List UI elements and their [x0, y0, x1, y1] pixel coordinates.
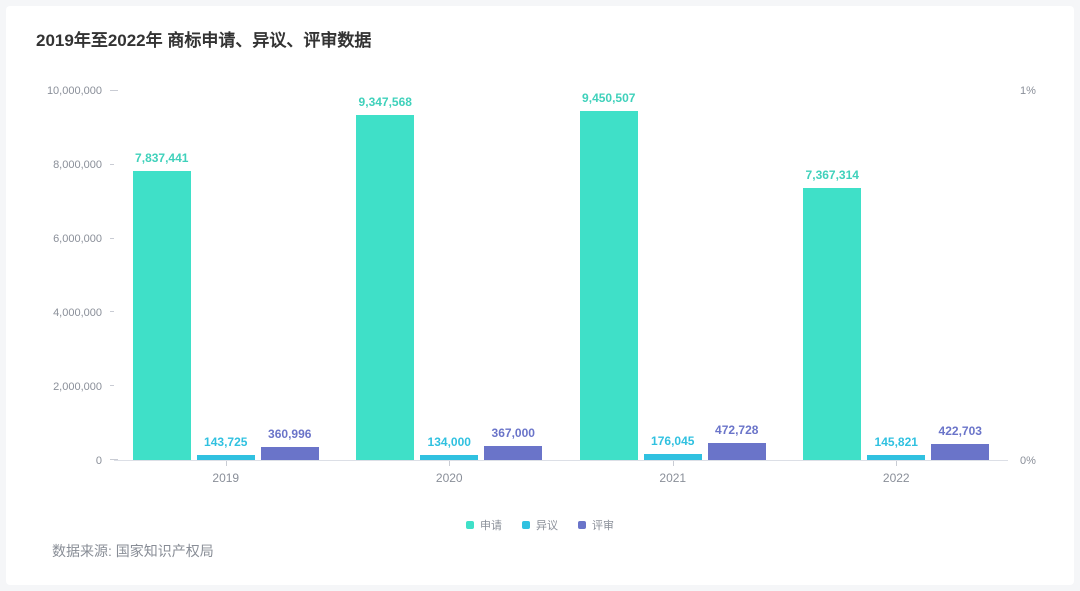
legend-item: 评审: [578, 517, 614, 533]
x-tick: 2020: [338, 461, 562, 511]
bar-value-label: 145,821: [875, 435, 918, 455]
chart-title: 2019年至2022年 商标申请、异议、评审数据: [36, 26, 1044, 51]
bar: 360,996: [261, 447, 319, 460]
legend-swatch: [466, 521, 474, 529]
bar: 9,347,568: [356, 115, 414, 460]
bar-group: 9,450,507 176,045 472,728: [561, 91, 785, 460]
y-tick-left: 6,000,000: [53, 233, 102, 245]
tickmark: [114, 459, 118, 460]
x-axis: 2019202020212022: [114, 461, 1008, 511]
bar: 472,728: [708, 443, 766, 460]
source-label: 数据来源: 国家知识产权局: [52, 541, 214, 561]
legend: 申请 异议 评审: [36, 517, 1044, 533]
y-tick-left: 8,000,000: [53, 159, 102, 171]
y-tick-right: 0%: [1020, 455, 1036, 467]
y-axis-left: 02,000,0004,000,0006,000,0008,000,00010,…: [36, 91, 108, 461]
legend-swatch: [578, 521, 586, 529]
bar-value-label: 143,725: [204, 435, 247, 455]
bar-value-label: 9,450,507: [582, 91, 635, 111]
y-tick-left: 4,000,000: [53, 307, 102, 319]
y-tick-left: 10,000,000: [47, 85, 102, 97]
bar: 7,837,441: [133, 171, 191, 460]
bar-group: 7,837,441 143,725 360,996: [114, 91, 338, 460]
bar-groups: 7,837,441 143,725 360,996 9,347,568 134,000 3…: [114, 91, 1008, 460]
tickmark: [110, 238, 114, 239]
chart-area: 02,000,0004,000,0006,000,0008,000,00010,…: [36, 91, 1044, 511]
legend-label: 申请: [480, 517, 502, 533]
bar: 143,725: [197, 455, 255, 460]
bar: 145,821: [867, 455, 925, 460]
x-tick: 2019: [114, 461, 338, 511]
bar-value-label: 367,000: [492, 426, 535, 446]
bar: 367,000: [484, 446, 542, 460]
bar-value-label: 7,367,314: [806, 168, 859, 188]
bar-value-label: 422,703: [939, 424, 982, 444]
bar-value-label: 176,045: [651, 434, 694, 454]
bar: 7,367,314: [803, 188, 861, 460]
y-tick-left: 0: [96, 455, 102, 467]
tickmark: [110, 164, 114, 165]
bar: 9,450,507: [580, 111, 638, 460]
bar-group: 9,347,568 134,000 367,000: [338, 91, 562, 460]
tickmark: [110, 311, 114, 312]
bar: 134,000: [420, 455, 478, 460]
legend-label: 异议: [536, 517, 558, 533]
bar-group: 7,367,314 145,821 422,703: [785, 91, 1009, 460]
bar: 422,703: [931, 444, 989, 460]
legend-item: 异议: [522, 517, 558, 533]
bar-value-label: 9,347,568: [359, 95, 412, 115]
tickmark: [110, 385, 114, 386]
chart-card: 2019年至2022年 商标申请、异议、评审数据 0 2,000,000 4,000…: [6, 6, 1074, 585]
tickmark: [114, 90, 118, 91]
bar-value-label: 7,837,441: [135, 151, 188, 171]
bar-value-label: 134,000: [428, 435, 471, 455]
legend-label: 评审: [592, 517, 614, 533]
y-tick-right: 1%: [1020, 85, 1036, 97]
y-tick-left: 2,000,000: [53, 381, 102, 393]
legend-swatch: [522, 521, 530, 529]
plot-area: 7,837,441 143,725 360,996 9,347,568 134,000 3…: [114, 91, 1008, 461]
bar: 176,045: [644, 454, 702, 460]
y-axis-right: 0%1%: [1014, 91, 1044, 461]
legend-item: 申请: [466, 517, 502, 533]
x-tick: 2021: [561, 461, 785, 511]
bar-value-label: 472,728: [715, 423, 758, 443]
x-tick: 2022: [785, 461, 1009, 511]
bar-value-label: 360,996: [268, 427, 311, 447]
